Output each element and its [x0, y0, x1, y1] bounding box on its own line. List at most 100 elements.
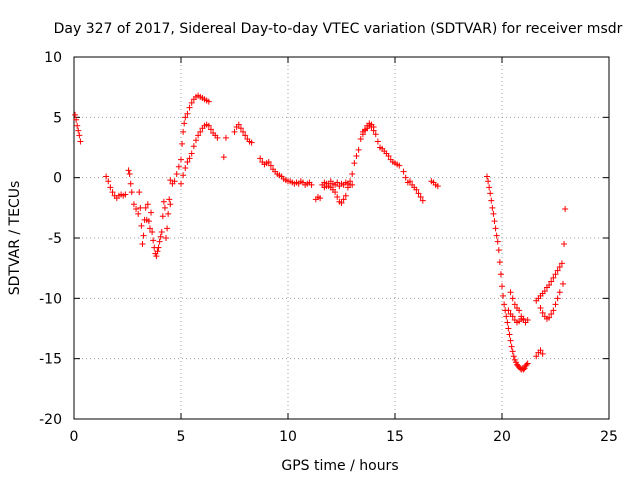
series-seg20 — [559, 206, 569, 287]
x-tick-label: 10 — [279, 429, 297, 445]
series-seg10 — [357, 121, 403, 169]
data-point — [400, 168, 407, 175]
data-point — [180, 128, 187, 135]
data-point — [140, 232, 147, 239]
data-point — [235, 121, 242, 128]
series-seg3 — [125, 167, 174, 260]
data-point — [509, 295, 516, 302]
data-point — [77, 138, 84, 145]
data-point — [539, 350, 546, 357]
data-point — [562, 206, 569, 213]
x-tick-label: 0 — [70, 429, 79, 445]
data-point — [165, 210, 172, 217]
data-point — [156, 238, 163, 245]
data-point — [158, 228, 165, 235]
data-point — [523, 361, 530, 368]
data-point — [155, 244, 162, 251]
data-point — [182, 114, 189, 121]
data-point — [138, 222, 145, 229]
series-seg18 — [533, 260, 565, 304]
data-point — [154, 248, 161, 255]
data-point — [164, 225, 171, 232]
data-point — [366, 120, 373, 127]
data-point — [186, 104, 193, 111]
data-point — [127, 180, 134, 187]
data-point — [509, 313, 516, 320]
data-point — [267, 162, 274, 169]
series-seg12 — [400, 168, 426, 204]
data-point — [338, 200, 345, 207]
data-point — [556, 263, 563, 270]
x-axis-title: GPS time / hours — [281, 458, 398, 474]
data-point — [550, 307, 557, 314]
y-tick-label: -20 — [39, 412, 62, 428]
data-point — [135, 210, 142, 217]
data-point — [546, 314, 553, 321]
series-seg9 — [321, 178, 356, 191]
data-point — [167, 201, 174, 208]
series-seg11 — [359, 120, 377, 135]
data-point — [161, 204, 168, 211]
data-point — [220, 154, 227, 161]
data-point — [499, 283, 505, 290]
data-point — [539, 309, 546, 316]
data-point — [486, 184, 493, 191]
data-point — [485, 178, 492, 185]
data-point — [548, 278, 555, 285]
data-point — [248, 139, 255, 146]
data-point — [520, 366, 527, 373]
data-point — [507, 337, 514, 344]
data-point — [122, 191, 129, 198]
data-point — [355, 146, 362, 153]
data-point — [497, 271, 504, 278]
axis-ticks — [73, 56, 610, 420]
data-point — [179, 140, 186, 147]
data-point — [503, 313, 510, 320]
data-point — [197, 128, 204, 135]
series-seg4 — [167, 92, 212, 187]
data-point — [188, 99, 195, 106]
data-point — [552, 301, 559, 308]
data-point — [501, 301, 508, 308]
data-point — [72, 111, 79, 118]
data-point — [222, 134, 229, 141]
data-point — [347, 178, 354, 185]
data-point — [509, 348, 516, 355]
data-point — [413, 186, 420, 193]
data-point — [178, 156, 184, 163]
data-point — [159, 213, 166, 220]
y-tick-label: 0 — [53, 171, 62, 187]
x-tick-label: 25 — [600, 429, 618, 445]
data-point — [214, 134, 221, 141]
data-point — [505, 325, 512, 332]
data-point — [500, 292, 507, 299]
data-point — [510, 353, 517, 360]
data-point — [561, 241, 568, 248]
data-point — [150, 237, 157, 244]
data-point — [257, 155, 264, 162]
data-point — [396, 162, 403, 169]
data-point — [495, 247, 502, 254]
data-point — [489, 204, 496, 211]
data-point — [434, 183, 441, 190]
x-tick-label: 20 — [493, 429, 511, 445]
data-point — [184, 110, 191, 117]
data-point — [184, 158, 191, 165]
data-point — [205, 98, 212, 105]
data-point — [146, 225, 153, 232]
data-point — [133, 206, 140, 213]
data-point — [494, 238, 501, 245]
data-point — [265, 158, 272, 165]
data-point — [149, 228, 156, 235]
data-point — [385, 152, 392, 159]
data-point — [372, 131, 379, 138]
data-point — [496, 259, 503, 266]
data-point — [484, 173, 491, 180]
data-point — [231, 128, 238, 135]
data-point — [195, 132, 202, 139]
data-point — [334, 193, 341, 200]
data-point — [554, 295, 561, 302]
data-point — [182, 165, 189, 172]
data-point — [552, 271, 559, 278]
